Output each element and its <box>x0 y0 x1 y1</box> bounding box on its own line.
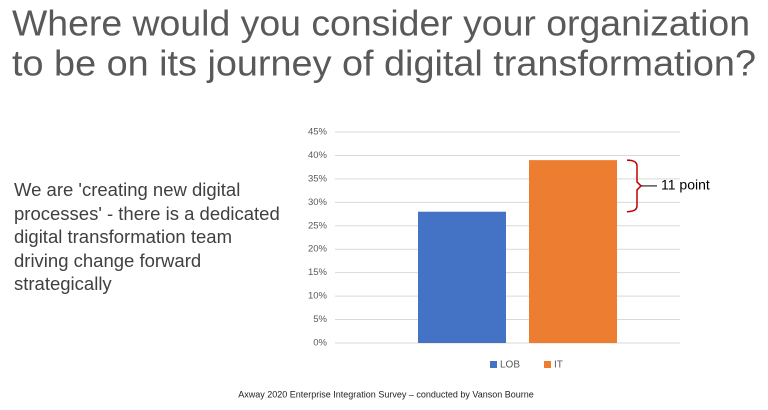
legend-label: LOB <box>500 360 520 371</box>
title-line: to be on its journey of digital transfor… <box>12 43 756 84</box>
y-tick-label: 5% <box>313 314 327 325</box>
legend-swatch <box>544 361 552 368</box>
legend-label: IT <box>554 360 563 371</box>
legend-swatch <box>490 361 497 368</box>
y-tick-label: 30% <box>308 197 328 208</box>
y-tick-label: 45% <box>308 127 328 138</box>
bracket <box>626 159 643 213</box>
y-tick-label: 20% <box>308 244 328 255</box>
y-tick-label: 0% <box>313 338 327 349</box>
title-line: Where would you consider your organizati… <box>12 3 750 44</box>
description: We are 'creating new digital processes' … <box>14 179 280 294</box>
y-tick-label: 35% <box>308 173 328 184</box>
y-tick-label: 40% <box>308 150 328 161</box>
y-tick-label: 10% <box>308 291 328 302</box>
bar <box>418 211 506 343</box>
bar <box>529 160 617 343</box>
y-tick-label: 25% <box>308 220 328 231</box>
source: Axway 2020 Enterprise Integration Survey… <box>238 389 534 399</box>
annotation: 11 point <box>661 177 710 193</box>
y-tick-label: 15% <box>308 267 328 278</box>
